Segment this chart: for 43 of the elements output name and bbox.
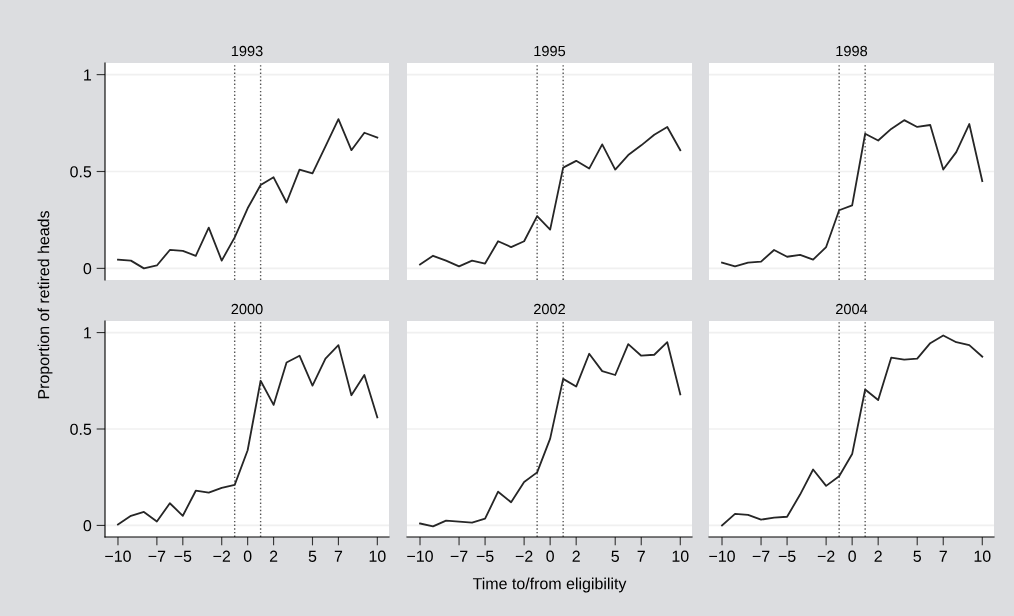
y-tick-label: 0.5	[70, 423, 92, 435]
y-tick-label: 1	[84, 327, 92, 339]
x-axis-title: Time to/from eligibility	[472, 577, 627, 593]
x-tick-label: 0	[243, 550, 252, 562]
x-tick-label: 2	[874, 550, 882, 562]
chart-title: 1998	[836, 45, 868, 57]
x-tick-label: 10	[369, 550, 386, 562]
chart-title: 2000	[231, 303, 263, 315]
x-tick-label: −7	[148, 550, 166, 562]
line-series	[117, 344, 379, 526]
chart-title: 1993	[231, 45, 263, 57]
y-tick-label: 0	[83, 520, 92, 532]
x-tick-label: 0	[546, 550, 554, 562]
x-tick-label: −7	[450, 550, 468, 562]
x-tick-label: −10	[709, 550, 735, 562]
x-tick-label: 7	[334, 550, 343, 562]
x-tick-label: 7	[939, 550, 947, 562]
x-tick-label: −7	[752, 550, 770, 562]
y-tick-label: 1	[84, 69, 92, 81]
chart-title: 2002	[534, 303, 565, 315]
line-series	[117, 118, 379, 270]
x-tick-label: 5	[913, 550, 921, 562]
y-tick-label: 0.5	[70, 166, 92, 178]
x-tick-label: 5	[611, 550, 619, 562]
x-tick-label: 2	[572, 550, 580, 562]
x-tick-label: −2	[515, 550, 533, 562]
x-tick-label: 0	[848, 550, 856, 562]
x-tick-label: 5	[308, 550, 317, 562]
x-tick-label: −5	[174, 550, 192, 562]
x-tick-label: −5	[476, 550, 494, 562]
x-tick-label: −10	[105, 550, 131, 562]
x-tick-label: 10	[672, 550, 689, 562]
x-tick-label: −5	[778, 550, 796, 562]
x-tick-label: 7	[637, 550, 645, 562]
y-axis-title: Proportion of retired heads	[37, 211, 53, 399]
chart-title: 2004	[836, 303, 868, 315]
x-tick-label: −2	[817, 550, 835, 562]
x-tick-label: 2	[269, 550, 278, 562]
x-tick-label: −2	[213, 550, 231, 562]
x-tick-label: 10	[974, 550, 991, 562]
chart-title: 1995	[534, 45, 566, 57]
y-tick-label: 0	[83, 263, 92, 275]
x-tick-label: −10	[407, 550, 433, 562]
